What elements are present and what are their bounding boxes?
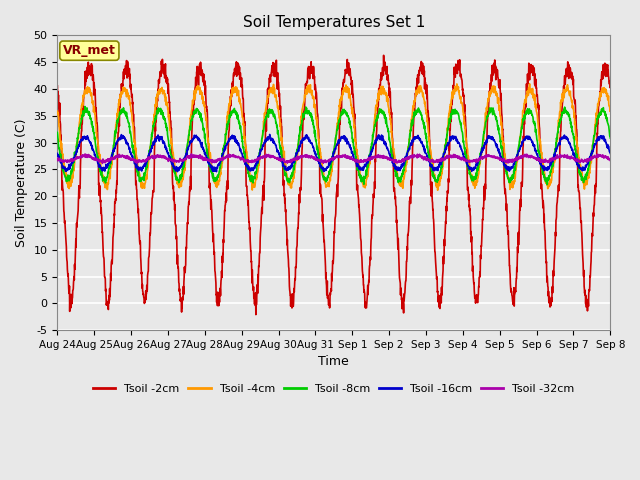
Title: Soil Temperatures Set 1: Soil Temperatures Set 1	[243, 15, 425, 30]
Text: VR_met: VR_met	[63, 44, 116, 57]
Legend: Tsoil -2cm, Tsoil -4cm, Tsoil -8cm, Tsoil -16cm, Tsoil -32cm: Tsoil -2cm, Tsoil -4cm, Tsoil -8cm, Tsoi…	[89, 379, 579, 398]
X-axis label: Time: Time	[319, 355, 349, 369]
Y-axis label: Soil Temperature (C): Soil Temperature (C)	[15, 119, 28, 247]
